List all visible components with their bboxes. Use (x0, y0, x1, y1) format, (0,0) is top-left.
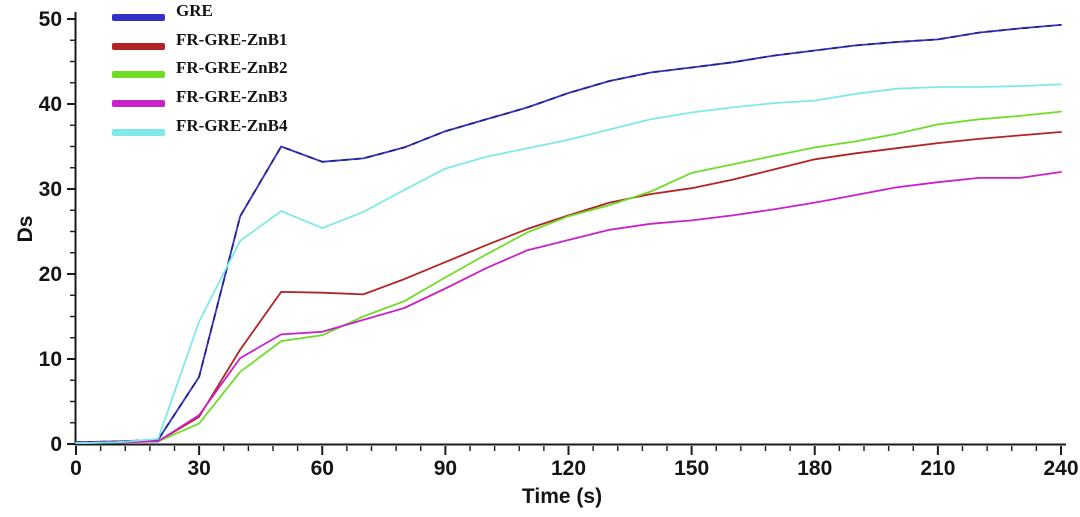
axes (74, 12, 1066, 446)
y-tick-label: 10 (39, 348, 62, 371)
axis-ticks (67, 18, 1062, 455)
axis-tick-labels: 0 10 20 30 40 50 0 30 60 90 120 150 180 210 240 (39, 8, 1079, 480)
x-axis-title: Time (s) (522, 485, 602, 508)
x-tick-label: 120 (551, 457, 586, 480)
x-tick-label: 180 (797, 457, 832, 480)
series-line-fr-gre-znb1 (75, 131, 1062, 445)
y-tick-label: 0 (50, 433, 62, 456)
legend-item-fr-gre-znb1: FR-GRE-ZnB1 (112, 29, 288, 60)
x-tick-label: 90 (434, 457, 457, 480)
x-tick-label: 240 (1043, 457, 1078, 480)
x-tick-label: 30 (187, 457, 210, 480)
legend-swatch-fr-gre-znb3 (112, 100, 165, 108)
y-axis-title: Ds (14, 216, 37, 243)
legend-swatch-fr-gre-znb1 (112, 42, 165, 50)
legend-label-gre: GRE (176, 1, 213, 20)
legend-item-gre: GRE (112, 2, 287, 31)
y-tick-label: 20 (39, 263, 62, 286)
legend-label-fr-gre-znb1: FR-GRE-ZnB1 (176, 29, 288, 49)
series-line-dash-overlay-gre (75, 24, 1062, 444)
legend-swatch-gre (112, 14, 165, 21)
legend-swatch-fr-gre-znb2 (112, 71, 165, 79)
x-tick-label: 210 (920, 457, 955, 480)
legend-label-fr-gre-znb2: FR-GRE-ZnB2 (176, 58, 288, 78)
y-tick-label: 50 (39, 8, 62, 31)
x-tick-label: 60 (311, 457, 334, 480)
y-tick-label: 40 (39, 93, 62, 116)
legend-label-fr-gre-znb4: FR-GRE-ZnB4 (176, 115, 288, 135)
series-line-fr-gre-znb2 (75, 110, 1062, 445)
legend-item-fr-gre-znb3: FR-GRE-ZnB3 (112, 88, 287, 117)
y-tick-label: 30 (39, 178, 62, 201)
series-lines (75, 23, 1062, 445)
legend: GRE FR-GRE-ZnB1 FR-GRE-ZnB2 FR-GRE-ZnB3 … (112, 2, 287, 145)
series-line-fr-gre-znb4 (75, 83, 1062, 445)
legend-label-fr-gre-znb3: FR-GRE-ZnB3 (176, 87, 288, 107)
legend-item-fr-gre-znb2: FR-GRE-ZnB2 (112, 59, 287, 88)
x-tick-label: 0 (70, 457, 82, 480)
x-tick-label: 150 (674, 457, 709, 480)
legend-item-fr-gre-znb4: FR-GRE-ZnB4 (112, 115, 288, 146)
series-line-fr-gre-znb3 (75, 171, 1062, 445)
legend-swatch-fr-gre-znb4 (112, 128, 165, 136)
axis-lines (74, 12, 1066, 446)
